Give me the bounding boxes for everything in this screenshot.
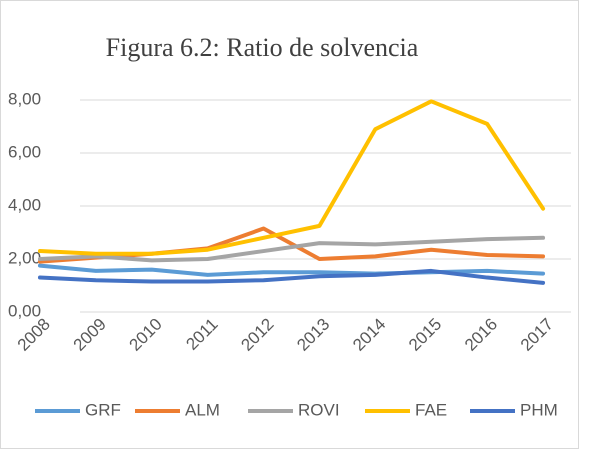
y-tick-label: 2,00 [8,248,41,267]
y-tick-label: 8,00 [8,89,41,108]
legend-label: ROVI [298,400,340,419]
y-tick-label: 0,00 [8,301,41,320]
series-line [37,235,546,263]
chart-frame [0,0,579,449]
series-line [37,268,546,285]
legend-label: PHM [520,400,558,419]
legend-label: GRF [85,400,121,419]
series-line [37,263,546,277]
y-tick-label: 6,00 [8,142,41,161]
legend-label: FAE [415,400,447,419]
chart-title: Figura 6.2: Ratio de solvencia [106,33,419,62]
legend-label: ALM [185,400,220,419]
series-line [37,99,546,256]
y-tick-label: 4,00 [8,195,41,214]
